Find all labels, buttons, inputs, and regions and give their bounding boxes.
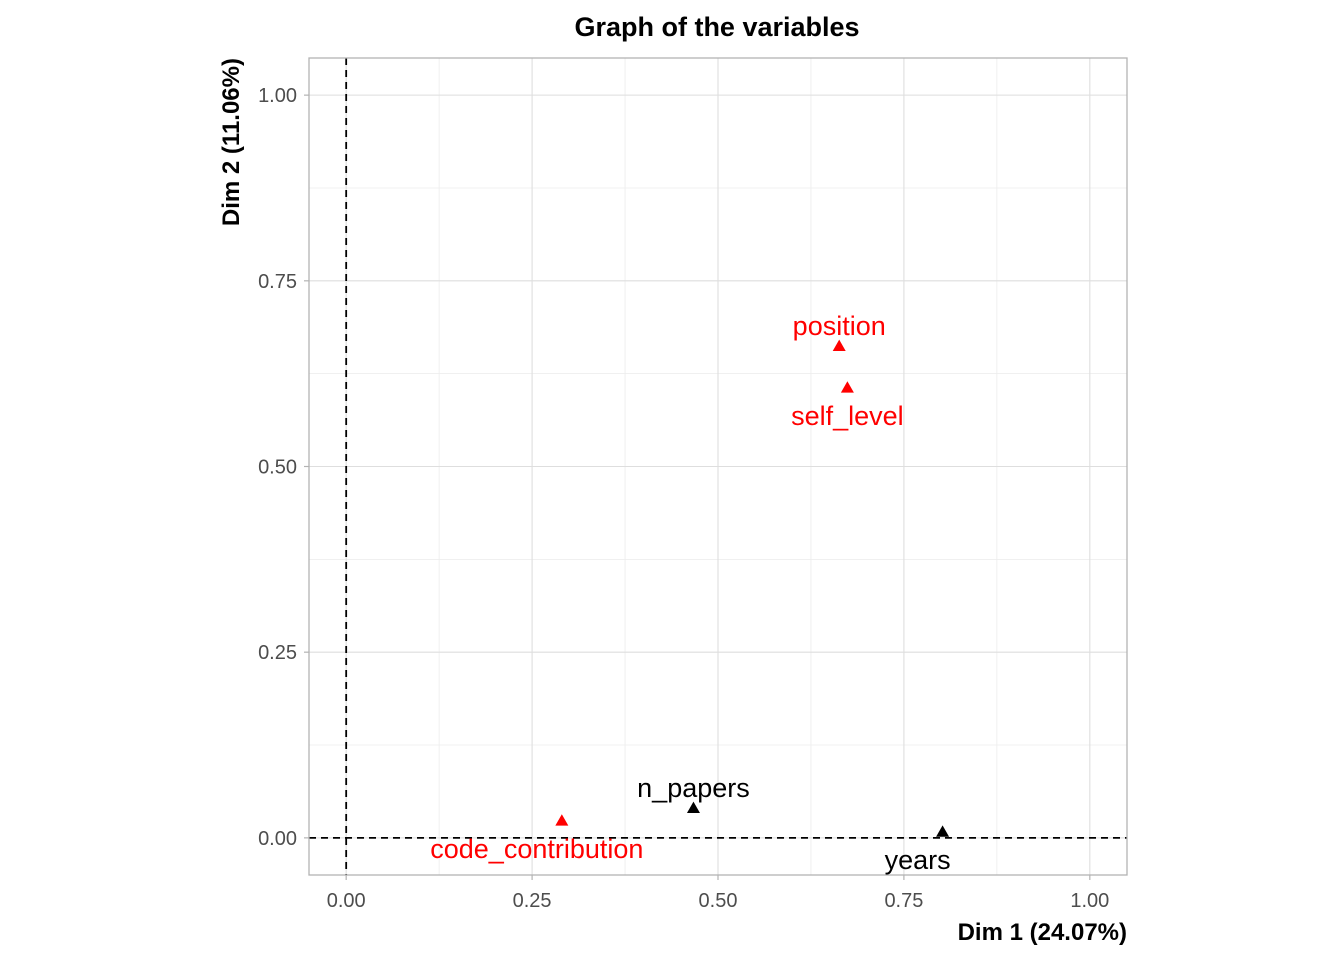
x-tick-label: 0.50 (699, 890, 738, 912)
x-tick-label: 0.75 (884, 890, 923, 912)
point-label-position: position (793, 311, 886, 341)
y-axis-title: Dim 2 (11.06%) (218, 58, 245, 226)
point-marker-position (832, 339, 846, 352)
point-marker-years (936, 825, 950, 837)
grid-layer (309, 58, 1127, 875)
point-label-years: years (885, 845, 951, 875)
x-tick-label: 0.25 (513, 890, 552, 912)
point-marker-n-papers (686, 801, 700, 814)
y-tick-label: 0.75 (258, 271, 297, 293)
y-tick-label: 0.00 (258, 828, 297, 850)
y-tick-label: 0.25 (258, 642, 297, 664)
point-label-n-papers: n_papers (637, 773, 750, 803)
x-tick-label: 0.00 (327, 890, 366, 912)
x-tick-label: 1.00 (1070, 890, 1109, 912)
point-label-self-level: self_level (791, 401, 904, 431)
point-marker-self-level (840, 381, 854, 393)
reference-lines (309, 58, 1127, 875)
x-axis-title: Dim 1 (24.07%) (958, 919, 1127, 946)
point-marker-code-contribution (555, 814, 569, 826)
point-label-code-contribution: code_contribution (430, 834, 643, 864)
data-points: position self_level n_papers code_contribut… (430, 311, 950, 875)
y-tick-label: 1.00 (258, 85, 297, 107)
axis-ticks: 0.00 0.25 0.50 0.75 1.00 0.00 0.25 0.50 0.75 1.00 (258, 85, 1109, 912)
y-tick-label: 0.50 (258, 457, 297, 479)
chart-title: Graph of the variables (574, 12, 859, 42)
